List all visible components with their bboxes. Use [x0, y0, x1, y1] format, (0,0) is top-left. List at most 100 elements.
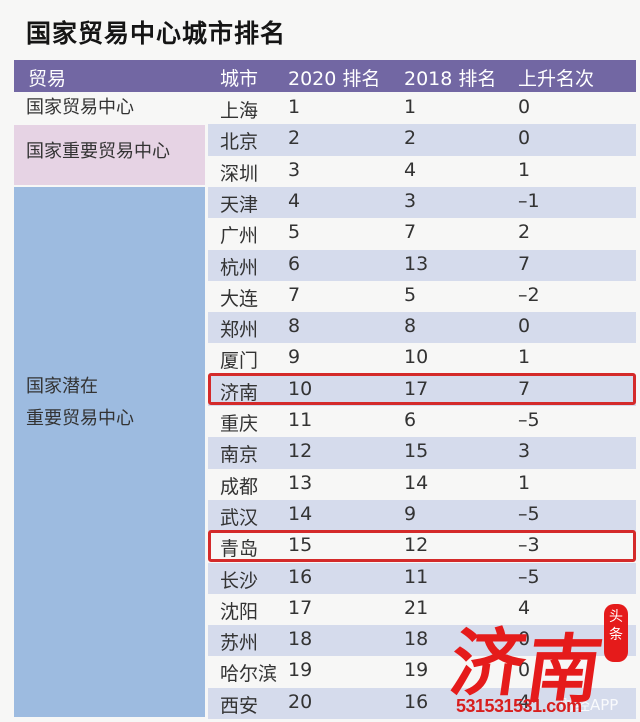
group-national-potential-important-trade-center: 国家潜在 重要贸易中心	[14, 187, 205, 717]
change-cell: –5	[518, 502, 540, 525]
rank-2020-cell: 7	[288, 283, 301, 306]
rank-2018-cell: 14	[404, 471, 429, 494]
rank-2020-cell: 9	[288, 346, 301, 369]
watermark-toutiao-badge: 头条	[604, 604, 628, 662]
change-cell: 7	[518, 377, 531, 400]
change-cell: 0	[518, 659, 531, 682]
group-national-important-trade-center: 国家重要贸易中心	[14, 125, 205, 185]
table-row: 哈尔滨 19 19 0	[208, 656, 636, 687]
rank-2020-cell: 1	[288, 96, 301, 118]
rank-2018-cell: 15	[404, 440, 429, 463]
rank-2018-cell: 1	[404, 96, 417, 118]
watermark-char-ji: 济	[445, 621, 532, 707]
change-cell: 4	[518, 690, 531, 713]
city-cell: 厦门	[220, 350, 259, 373]
rank-2020-cell: 17	[288, 596, 313, 619]
city-cell: 沈阳	[220, 600, 259, 623]
watermark-url: 531531531.com	[456, 696, 582, 716]
change-cell: –1	[518, 189, 540, 212]
table-row: 大连 7 5 –2	[208, 281, 636, 312]
rank-2020-cell: 18	[288, 628, 313, 651]
city-cell: 北京	[220, 131, 259, 154]
rank-2018-cell: 21	[404, 596, 429, 619]
rank-2020-cell: 5	[288, 221, 301, 244]
change-cell: 7	[518, 252, 531, 275]
city-cell: 上海	[220, 100, 259, 122]
page-title: 国家贸易中心城市排名	[26, 19, 287, 48]
rank-2018-cell: 5	[404, 283, 417, 306]
city-cell: 苏州	[220, 632, 259, 655]
table-row: 厦门 9 10 1	[208, 343, 636, 374]
header-rank-2018: 2018 排名	[404, 68, 497, 90]
city-cell: 天津	[220, 193, 259, 216]
rank-2020-cell: 11	[288, 409, 313, 431]
highlight-box-qingdao	[208, 530, 636, 562]
rank-2018-cell: 12	[404, 534, 429, 557]
change-cell: 4	[518, 596, 531, 619]
rank-2018-cell: 6	[404, 409, 417, 431]
rank-2020-cell: 14	[288, 502, 313, 525]
table-row: 武汉 14 9 –5	[208, 499, 636, 532]
rank-2020-cell: 15	[288, 534, 313, 557]
header-city: 城市	[220, 68, 259, 90]
city-cell: 大连	[220, 287, 259, 310]
change-cell: 1	[518, 471, 531, 494]
change-cell: 1	[518, 158, 531, 181]
rank-2018-cell: 3	[404, 189, 417, 212]
change-cell: –3	[518, 534, 540, 557]
table-row-qingdao: 青岛 15 12 –3	[208, 531, 636, 562]
change-cell: 0	[518, 315, 531, 338]
city-cell: 广州	[220, 225, 259, 248]
rank-2020-cell: 20	[288, 690, 313, 713]
table-row: 深圳 3 4 1	[208, 156, 636, 187]
change-cell: 2	[518, 221, 531, 244]
city-cell: 长沙	[220, 569, 259, 592]
city-cell: 郑州	[220, 319, 259, 342]
rank-2020-cell: 6	[288, 252, 301, 275]
table-row: 上海 1 1 0	[208, 93, 636, 124]
rank-2020-cell: 10	[288, 377, 313, 400]
table-row: 成都 13 14 1	[208, 469, 636, 500]
group-national-trade-center: 国家贸易中心	[14, 93, 205, 123]
rank-2018-cell: 16	[404, 690, 429, 713]
city-cell: 青岛	[220, 538, 259, 561]
city-cell: 杭州	[220, 256, 259, 279]
rank-2018-cell: 13	[404, 252, 429, 275]
table-row: 长沙 16 11 –5	[208, 562, 636, 594]
rank-2020-cell: 13	[288, 471, 313, 494]
group-label-line1: 国家潜在	[26, 376, 98, 397]
table-row: 沈阳 17 21 4	[208, 594, 636, 625]
city-cell: 重庆	[220, 413, 259, 435]
city-cell: 济南	[220, 381, 259, 404]
table-row: 广州 5 7 2	[208, 218, 636, 249]
table-row: 郑州 8 8 0	[208, 312, 636, 344]
city-cell: 深圳	[220, 162, 259, 185]
rank-2020-cell: 16	[288, 565, 313, 588]
city-cell: 南京	[220, 444, 259, 467]
rank-2020-cell: 3	[288, 158, 301, 181]
table-row: 重庆 11 6 –5	[208, 406, 636, 437]
rank-2018-cell: 8	[404, 315, 417, 338]
table-row: 南京 12 15 3	[208, 437, 636, 469]
group-label: 国家贸易中心	[26, 97, 134, 118]
city-cell: 哈尔滨	[220, 663, 278, 686]
city-cell: 武汉	[220, 506, 259, 529]
rank-2018-cell: 2	[404, 127, 417, 150]
highlight-box-jinan	[208, 373, 636, 405]
city-cell: 西安	[220, 694, 259, 717]
change-cell: –5	[518, 409, 540, 431]
table-header: 贸易 城市 2020 排名 2018 排名 上升名次	[14, 60, 636, 92]
rank-2020-cell: 19	[288, 659, 313, 682]
header-rank-2020: 2020 排名	[288, 68, 381, 90]
rank-2020-cell: 12	[288, 440, 313, 463]
watermark-faint-text: 财经APP	[560, 696, 619, 714]
rank-2018-cell: 10	[404, 346, 429, 369]
rank-2018-cell: 17	[404, 377, 429, 400]
rank-2020-cell: 4	[288, 189, 301, 212]
rank-2020-cell: 8	[288, 315, 301, 338]
rank-2018-cell: 4	[404, 158, 417, 181]
change-cell: 1	[518, 346, 531, 369]
table-row: 天津 4 3 –1	[208, 186, 636, 219]
rank-2018-cell: 9	[404, 502, 417, 525]
change-cell: 3	[518, 440, 531, 463]
